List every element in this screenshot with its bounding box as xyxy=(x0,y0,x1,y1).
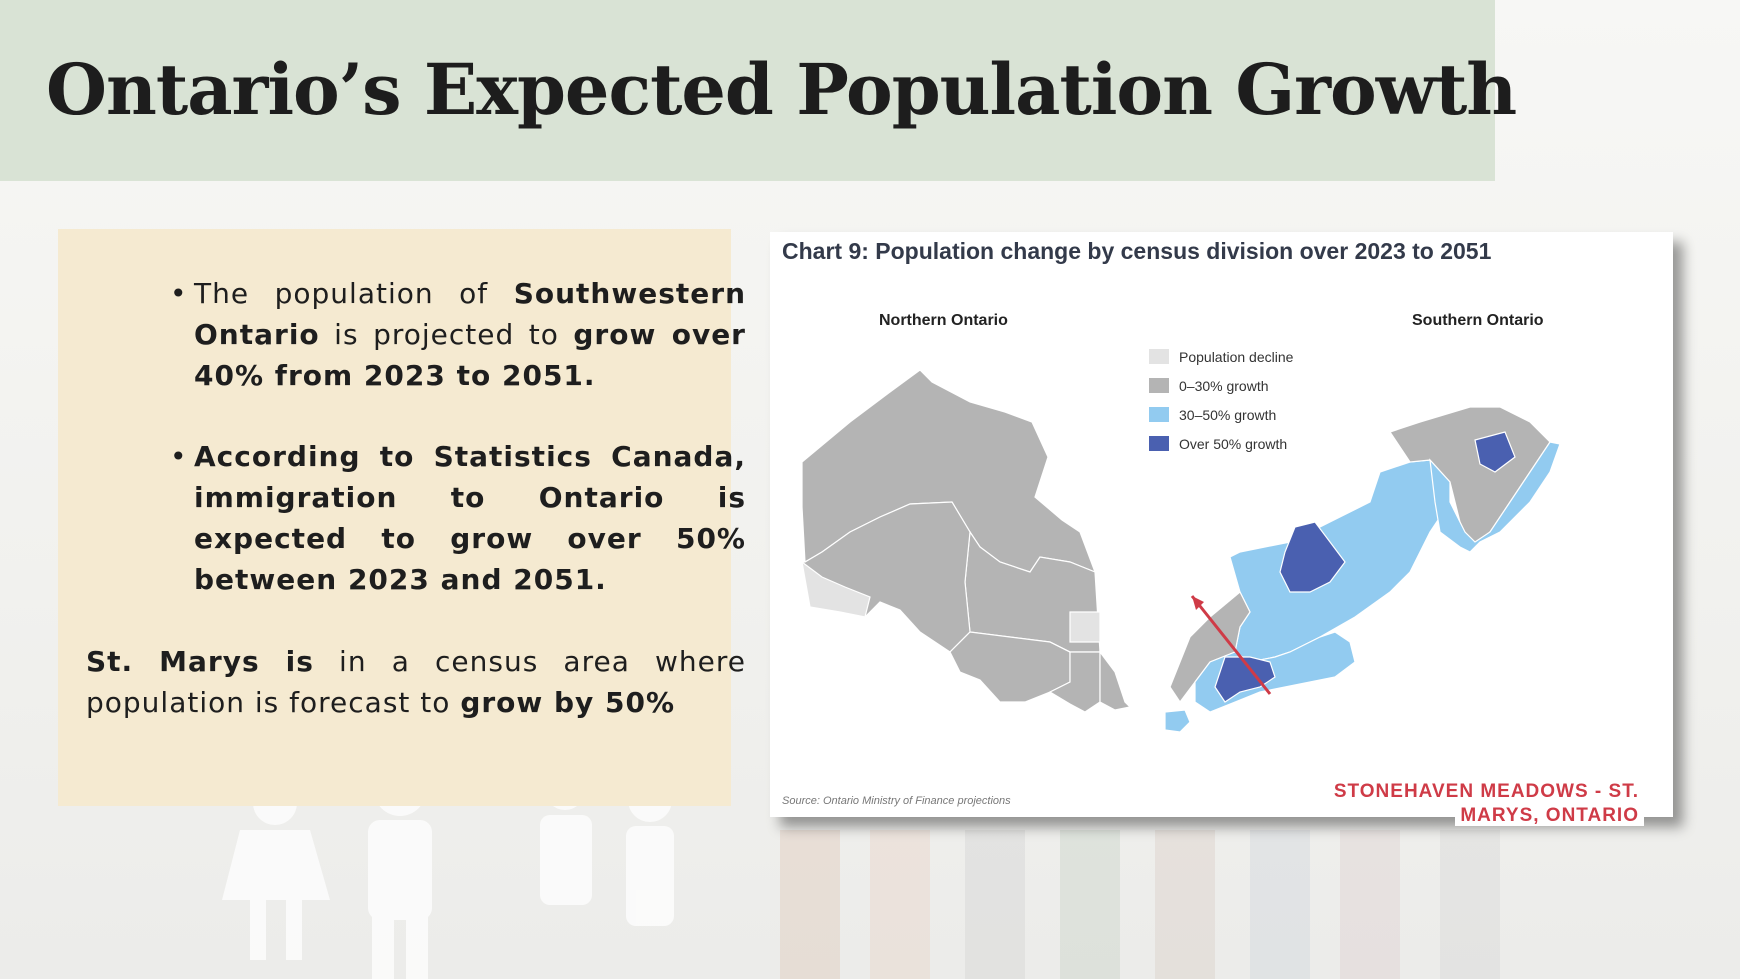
legend-swatch xyxy=(1149,378,1169,393)
bullet-list: • The population of Southwestern Ontario … xyxy=(136,273,746,640)
legend-label: Over 50% growth xyxy=(1179,435,1288,452)
text-run: is projected to xyxy=(319,318,574,351)
rainy-river-division xyxy=(801,560,871,618)
nipissing-division xyxy=(1099,650,1132,711)
map-figure: Chart 9: Population change by census div… xyxy=(770,232,1673,817)
northern-ontario-label: Northern Ontario xyxy=(879,312,1008,329)
legend-swatch xyxy=(1149,436,1169,451)
legend-item: 30–50% growth xyxy=(1149,400,1293,429)
ottawa-valley-growth xyxy=(1429,441,1561,553)
bullet-item: • According to Statistics Canada, immigra… xyxy=(136,436,746,600)
callout-line-1: STONEHAVEN MEADOWS - ST. xyxy=(1328,781,1644,802)
title-banner: Ontario’s Expected Population Growth xyxy=(0,0,1517,181)
text-panel: • The population of Southwestern Ontario … xyxy=(58,229,745,806)
windsor-growth xyxy=(1164,709,1191,733)
callout-arrow xyxy=(1190,595,1272,695)
northern-ontario-divisions xyxy=(801,369,1132,713)
map-legend: Population decline 0–30% growth 30–50% g… xyxy=(1149,342,1293,458)
bullet-text: According to Statistics Canada, immigrat… xyxy=(194,440,746,596)
text-run-bold: grow over 40% xyxy=(194,318,746,392)
southern-ontario-label: Southern Ontario xyxy=(1412,312,1544,329)
text-run: in a census area where population is for… xyxy=(86,645,746,719)
text-run-bold: According to Statistics Canada, immigrat… xyxy=(194,440,746,596)
thunder-bay-division xyxy=(801,501,971,653)
legend-label: 0–30% growth xyxy=(1179,377,1269,394)
legend-label: 30–50% growth xyxy=(1179,406,1277,423)
bullet-item: • The population of Southwestern Ontario … xyxy=(136,273,746,396)
location-callout: STONEHAVEN MEADOWS - ST. MARYS, ONTARIO xyxy=(1280,780,1644,828)
legend-swatch xyxy=(1149,407,1169,422)
southwest-gray xyxy=(1169,591,1251,704)
map-title: Chart 9: Population change by census div… xyxy=(782,238,1492,264)
gta-over-50 xyxy=(1279,521,1346,593)
text-run-bold: grow by 50% xyxy=(460,686,676,719)
text-run-bold: Southwestern Ontario xyxy=(194,277,746,351)
slide-title: Ontario’s Expected Population Growth xyxy=(46,48,1517,131)
callout-line-2: MARYS, ONTARIO xyxy=(1455,805,1644,826)
summary-text: St. Marys is in a census area where popu… xyxy=(86,641,746,723)
manitoulin-division xyxy=(1069,611,1101,643)
text-run-bold: from 2023 to 2051. xyxy=(264,359,596,392)
bullet-text: The population of Southwestern Ontario i… xyxy=(194,277,746,392)
bullet-dot: • xyxy=(170,440,188,473)
london-st-marys-over-50 xyxy=(1214,656,1276,703)
callout-arrowhead xyxy=(1192,596,1204,610)
bullet-dot: • xyxy=(170,277,188,310)
map-source: Source: Ontario Ministry of Finance proj… xyxy=(782,795,1011,807)
legend-item: Over 50% growth xyxy=(1149,429,1293,458)
legend-item: 0–30% growth xyxy=(1149,371,1293,400)
legend-item: Population decline xyxy=(1149,342,1293,371)
legend-swatch xyxy=(1149,349,1169,364)
ontario-map xyxy=(801,369,1561,733)
text-run: The population of xyxy=(194,277,514,310)
text-run-bold: St. Marys is xyxy=(86,645,314,678)
legend-label: Population decline xyxy=(1179,348,1294,365)
ottawa-over-50 xyxy=(1474,431,1516,473)
algoma-division xyxy=(949,631,1071,703)
sudbury-division xyxy=(1048,641,1101,713)
